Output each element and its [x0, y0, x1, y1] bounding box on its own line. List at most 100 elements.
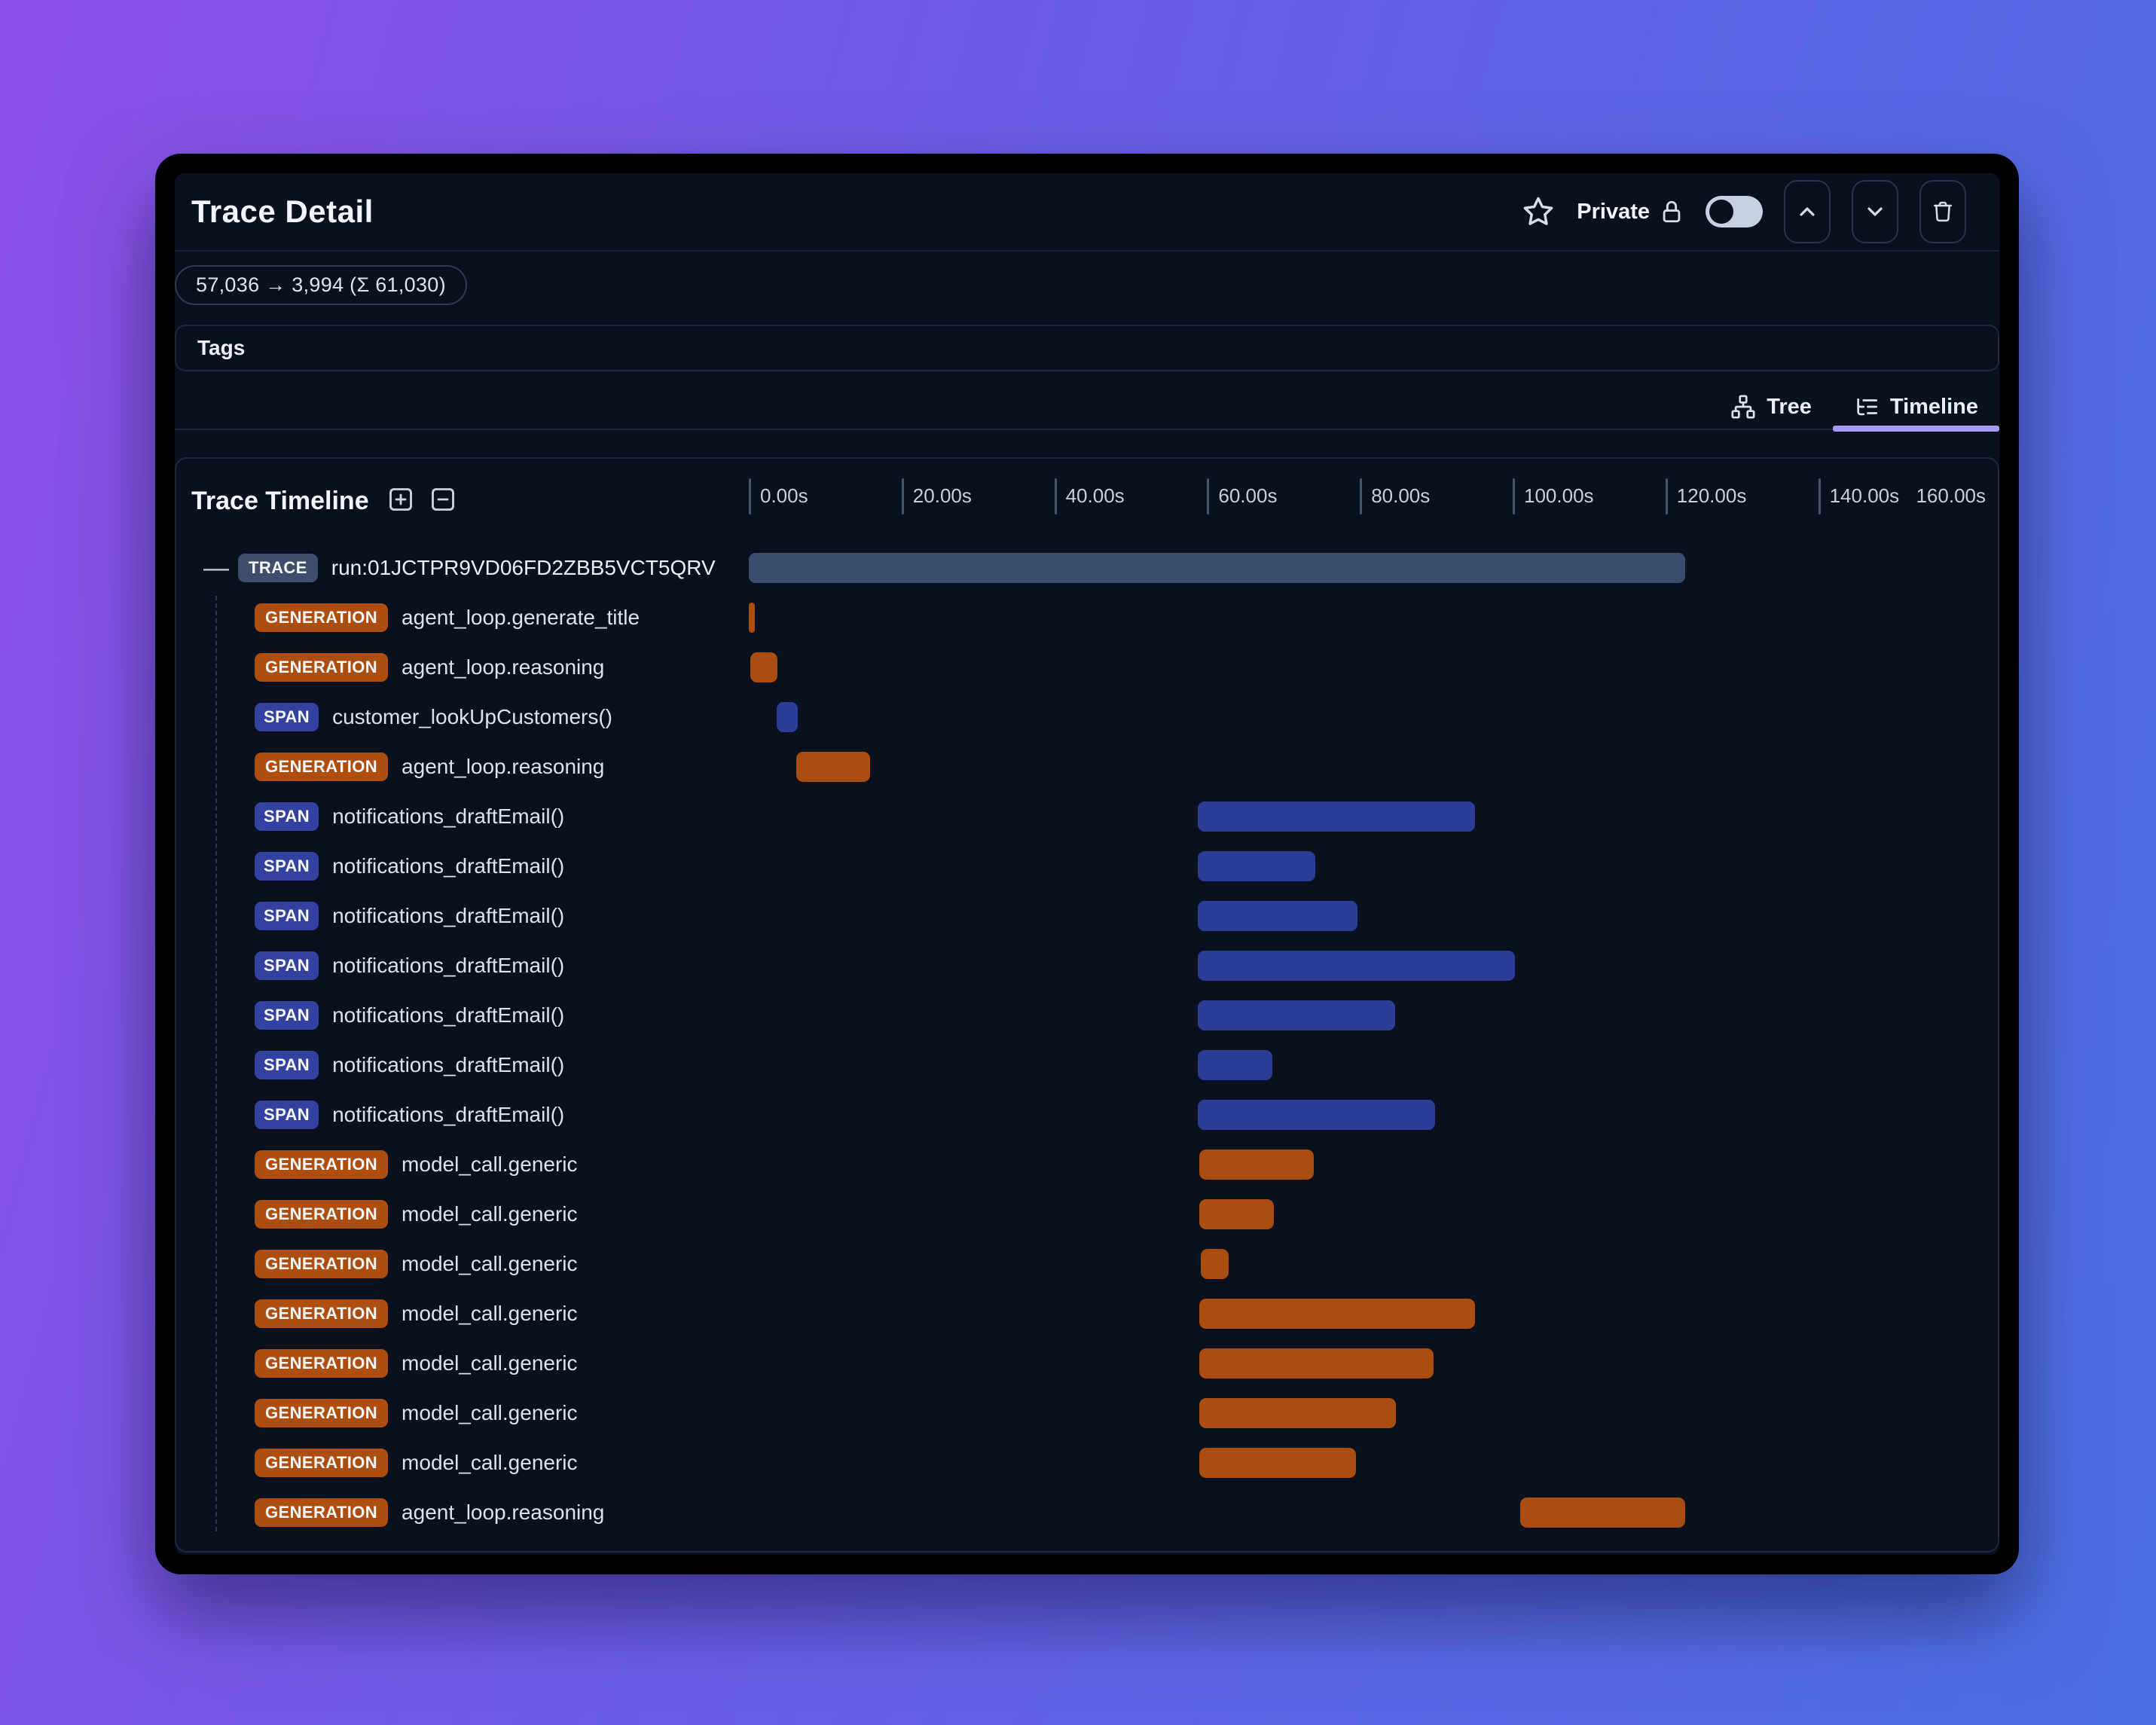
axis-tick: 120.00s — [1665, 478, 1746, 514]
timeline-bar[interactable] — [1198, 801, 1476, 832]
timeline-bar[interactable] — [1199, 1398, 1396, 1428]
timeline-rows: — TRACE run:01JCTPR9VD06FD2ZBB5VCT5QRV GENE… — [176, 543, 1998, 1537]
timeline-bar[interactable] — [1199, 1149, 1315, 1180]
timeline-bar[interactable] — [1198, 851, 1316, 881]
timeline-bar[interactable] — [1198, 1000, 1395, 1030]
timeline-row[interactable]: SPAN customer_lookUpCustomers() — [176, 692, 1998, 742]
axis-tick-line — [1665, 478, 1668, 514]
row-label: customer_lookUpCustomers() — [332, 705, 612, 728]
timeline-row[interactable]: SPAN notifications_draftEmail() — [176, 1040, 1998, 1090]
row-type-badge: GENERATION — [255, 1399, 389, 1427]
axis-tick-line — [749, 478, 751, 514]
chevron-up-button[interactable] — [1784, 180, 1831, 243]
row-label: agent_loop.reasoning — [402, 1501, 605, 1524]
row-label-group: SPAN notifications_draftEmail() — [176, 1040, 564, 1090]
row-label-group: GENERATION model_call.generic — [176, 1140, 578, 1189]
row-label: agent_loop.reasoning — [402, 755, 605, 778]
row-label-group: GENERATION model_call.generic — [176, 1289, 578, 1339]
timeline-bar[interactable] — [776, 702, 798, 732]
row-type-badge: GENERATION — [255, 1200, 389, 1229]
timeline-row[interactable]: GENERATION agent_loop.generate_title — [176, 593, 1998, 643]
timeline-row[interactable]: GENERATION model_call.generic — [176, 1189, 1998, 1239]
timeline-bar[interactable] — [1201, 1249, 1229, 1279]
row-label: notifications_draftEmail() — [332, 954, 565, 977]
delete-button[interactable] — [1919, 180, 1966, 243]
timeline-bar[interactable] — [1198, 1100, 1435, 1130]
timeline-bar[interactable] — [1199, 1299, 1476, 1329]
timeline-row[interactable]: SPAN notifications_draftEmail() — [176, 1090, 1998, 1140]
token-usage-badge: 57,036 → 3,994 (Σ 61,030) — [175, 265, 467, 305]
minus-square-icon[interactable] — [429, 486, 457, 517]
row-type-badge: GENERATION — [255, 1250, 389, 1278]
row-label-group: SPAN notifications_draftEmail() — [176, 891, 564, 941]
timeline-bar[interactable] — [1198, 1050, 1272, 1080]
timeline-row[interactable]: GENERATION agent_loop.reasoning — [176, 1488, 1998, 1537]
timeline-row[interactable]: GENERATION model_call.generic — [176, 1289, 1998, 1339]
timeline-bar[interactable] — [749, 603, 756, 633]
row-label: model_call.generic — [402, 1451, 578, 1474]
axis-tick-label: 20.00s — [912, 484, 972, 507]
row-label: agent_loop.generate_title — [402, 606, 640, 629]
row-label: model_call.generic — [402, 1351, 578, 1375]
timeline-row[interactable]: SPAN notifications_draftEmail() — [176, 941, 1998, 991]
row-label-group: GENERATION model_call.generic — [176, 1339, 578, 1388]
timeline-bar[interactable] — [749, 553, 1686, 583]
timeline-row[interactable]: GENERATION model_call.generic — [176, 1140, 1998, 1189]
row-label-group: GENERATION agent_loop.reasoning — [176, 643, 604, 692]
timeline-row[interactable]: GENERATION model_call.generic — [176, 1239, 1998, 1289]
row-label: notifications_draftEmail() — [332, 1003, 565, 1027]
timeline-row[interactable]: GENERATION agent_loop.reasoning — [176, 742, 1998, 792]
timeline-bar[interactable] — [1199, 1348, 1434, 1378]
axis-tick-line — [1513, 478, 1515, 514]
timeline-bar[interactable] — [1520, 1498, 1686, 1528]
tab-tree[interactable]: Tree — [1709, 385, 1833, 429]
privacy-label: Private — [1577, 199, 1650, 224]
timeline-zoom-controls — [387, 486, 457, 517]
row-label: notifications_draftEmail() — [332, 1053, 565, 1076]
row-type-badge: SPAN — [255, 1101, 319, 1129]
timeline-row[interactable]: SPAN notifications_draftEmail() — [176, 891, 1998, 941]
row-label-group: GENERATION agent_loop.reasoning — [176, 742, 604, 792]
row-label: notifications_draftEmail() — [332, 804, 565, 828]
page-title: Trace Detail — [191, 194, 374, 229]
chevron-down-button[interactable] — [1852, 180, 1898, 243]
timeline-bar[interactable] — [796, 752, 871, 782]
chevron-up-icon — [1800, 207, 1815, 216]
row-type-badge: GENERATION — [255, 1150, 389, 1179]
row-type-badge: SPAN — [255, 951, 319, 980]
axis-tick-line — [1360, 478, 1363, 514]
axis-tick-label: 140.00s — [1829, 484, 1900, 507]
row-type-badge: SPAN — [255, 902, 319, 930]
tab-tree-label: Tree — [1767, 394, 1812, 419]
axis-tick: 0.00s — [749, 478, 808, 514]
star-icon[interactable] — [1521, 194, 1556, 229]
timeline-row[interactable]: GENERATION model_call.generic — [176, 1388, 1998, 1438]
timeline-row[interactable]: SPAN notifications_draftEmail() — [176, 991, 1998, 1040]
tags-field[interactable]: Tags — [175, 325, 1999, 371]
time-axis: 160.00s 0.00s 20.00s 40.00s 60.00s 80.00s 100… — [176, 459, 1998, 543]
timeline-bar[interactable] — [750, 652, 777, 682]
trash-icon — [1934, 201, 1952, 222]
axis-tick-line — [901, 478, 904, 514]
row-type-badge: GENERATION — [255, 1498, 389, 1527]
row-label-group: GENERATION model_call.generic — [176, 1239, 578, 1289]
timeline-bar[interactable] — [1198, 951, 1516, 981]
timeline-bar[interactable] — [1199, 1199, 1274, 1229]
timeline-row[interactable]: GENERATION agent_loop.reasoning — [176, 643, 1998, 692]
timeline-row[interactable]: GENERATION model_call.generic — [176, 1339, 1998, 1388]
row-type-badge: GENERATION — [255, 753, 389, 781]
tab-timeline[interactable]: Timeline — [1832, 385, 1999, 432]
privacy-toggle[interactable] — [1706, 196, 1763, 227]
axis-tick: 100.00s — [1513, 478, 1594, 514]
collapse-trace-button[interactable]: — — [203, 554, 229, 582]
timeline-row[interactable]: GENERATION model_call.generic — [176, 1438, 1998, 1488]
plus-square-icon[interactable] — [387, 486, 414, 517]
row-type-badge: SPAN — [255, 703, 319, 731]
timeline-bar[interactable] — [1199, 1448, 1357, 1478]
timeline-bar[interactable] — [1198, 901, 1358, 931]
axis-tick-label: 40.00s — [1065, 484, 1125, 507]
timeline-row[interactable]: SPAN notifications_draftEmail() — [176, 792, 1998, 841]
privacy-control: Private — [1577, 199, 1684, 224]
timeline-row[interactable]: — TRACE run:01JCTPR9VD06FD2ZBB5VCT5QRV — [176, 543, 1998, 593]
timeline-row[interactable]: SPAN notifications_draftEmail() — [176, 841, 1998, 891]
